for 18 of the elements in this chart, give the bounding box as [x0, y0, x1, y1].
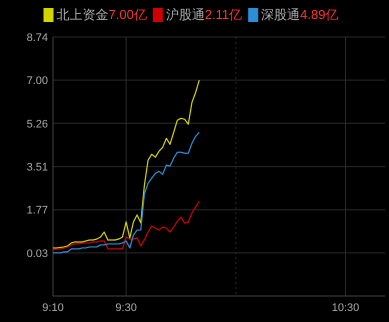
text: 2.11亿 — [204, 7, 242, 22]
y-tick-label: 8.74 — [26, 32, 48, 44]
x-tick-label: 10:30 — [332, 302, 360, 314]
legend-label: 沪股通 — [166, 7, 205, 22]
y-tick-label: 5.26 — [26, 118, 48, 130]
line-series — [52, 200, 200, 250]
legend-label: 北上资金 — [56, 7, 109, 22]
y-tick-label: 0.03 — [26, 248, 48, 260]
y-tick-label: 7.00 — [26, 75, 48, 88]
line-series — [52, 80, 200, 249]
text: 4.89亿 — [300, 7, 338, 22]
text: 7.00亿 — [108, 7, 147, 22]
x-tick-label: 9:10 — [42, 302, 64, 314]
line-series — [52, 132, 200, 254]
x-tick-label: 9:30 — [115, 302, 137, 314]
y-tick-label: 1.77 — [26, 204, 48, 217]
y-tick-label: 3.51 — [26, 162, 48, 174]
legend-label: 深股通 — [261, 7, 300, 22]
